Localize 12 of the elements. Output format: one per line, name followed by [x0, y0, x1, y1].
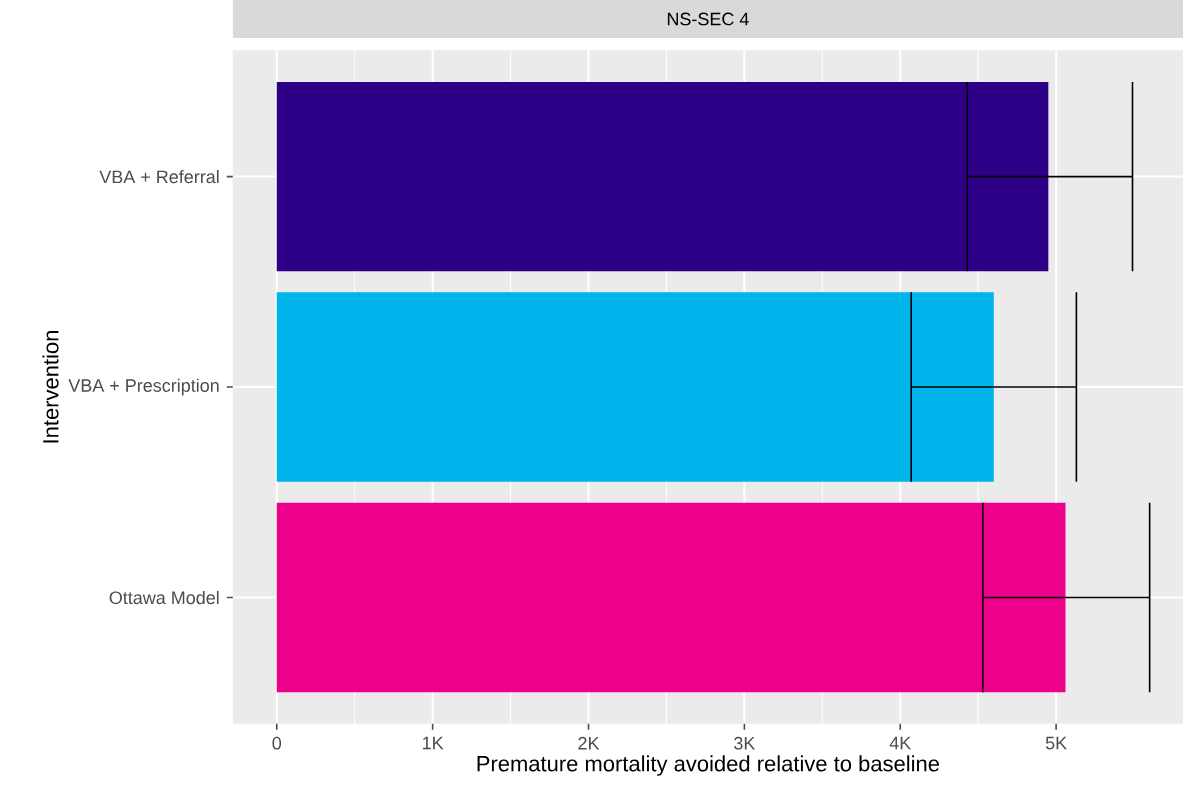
x-tick-label: 3K [734, 736, 756, 750]
x-tick-label: 2K [578, 736, 600, 750]
chart-title: NS-SEC 4 [667, 12, 749, 26]
x-tick-label: 0 [272, 736, 282, 750]
x-axis-title: Premature mortality avoided relative to baseline [477, 755, 939, 776]
y-tick-label: VBA + Prescription [68, 378, 219, 396]
x-tick-label: 4K [889, 736, 912, 750]
x-tick-label: 5K [1045, 736, 1067, 750]
y-tick-label: VBA + Referral [99, 170, 219, 184]
y-axis-title: Intervention [42, 331, 59, 443]
x-tick-label: 1K [423, 736, 444, 750]
y-tick-label: Ottawa Model [109, 591, 219, 605]
